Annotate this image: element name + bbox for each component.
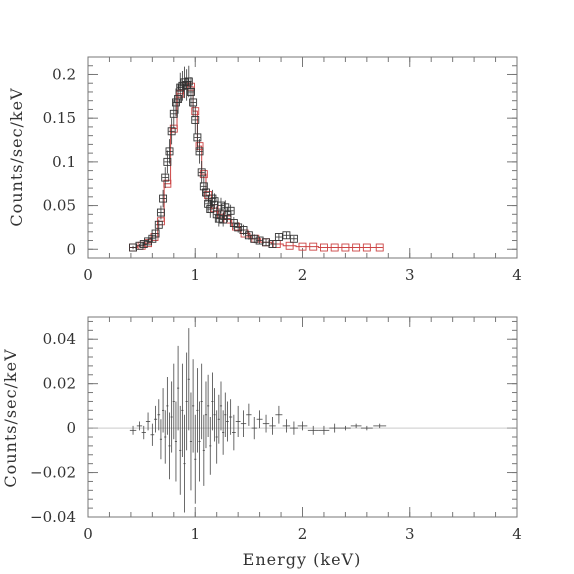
data-point	[165, 147, 174, 156]
data-point	[268, 240, 277, 248]
top-y-tick-label: 0	[66, 240, 76, 258]
data-point	[161, 173, 170, 182]
spectrum-panel: 0 1 2 3 4 0 0.05 0.1 0.15 0.2	[43, 56, 522, 284]
model-marker	[341, 243, 350, 252]
top-plot-frame	[87, 56, 518, 259]
data-point	[189, 98, 198, 107]
model-marker	[375, 243, 384, 252]
data-point	[129, 243, 137, 252]
data-point	[159, 194, 168, 203]
data-point	[184, 77, 193, 86]
data-point	[204, 199, 213, 208]
top-y-tick-label: 0.1	[52, 153, 76, 171]
model-marker	[309, 242, 318, 251]
data-point	[156, 208, 165, 217]
data-point	[135, 241, 144, 250]
model-marker	[163, 179, 172, 188]
data-point	[250, 234, 259, 243]
data-point	[187, 88, 195, 96]
bottom-y-tick-label: −0.02	[30, 464, 76, 482]
data-point	[197, 168, 206, 177]
model-marker	[352, 243, 361, 252]
data-point	[212, 210, 221, 219]
bottom-y-tick-label: 0	[66, 419, 76, 437]
data-point	[169, 109, 178, 118]
top-x-tick-label: 0	[83, 266, 93, 284]
model-marker	[320, 243, 328, 252]
bottom-y-tick-label: −0.04	[30, 508, 76, 526]
top-y-tick-label: 0.05	[43, 197, 76, 215]
x-axis-title: Energy (keV)	[243, 550, 362, 569]
bottom-plot-frame	[87, 316, 518, 518]
bottom-ylabel: Counts/sec/keV	[1, 348, 20, 487]
model-marker	[285, 241, 294, 250]
data-point	[154, 220, 163, 229]
data-point	[234, 223, 243, 232]
data-point	[289, 234, 298, 243]
bottom-x-tick-label: 3	[405, 525, 415, 543]
data-point	[226, 206, 235, 215]
bottom-y-tick-label: 0.04	[43, 330, 76, 348]
data-point	[262, 238, 270, 247]
data-point	[214, 214, 223, 223]
data-point	[255, 236, 264, 245]
bottom-x-tick-label: 1	[190, 525, 200, 543]
bottom-x-tick-label: 0	[83, 525, 93, 543]
bottom-y-tick-label: 0.02	[43, 375, 76, 393]
top-ylabel: Counts/sec/keV	[7, 87, 26, 226]
data-point	[208, 194, 217, 203]
model-marker	[362, 243, 371, 252]
data-point	[174, 94, 183, 103]
data-point	[239, 226, 248, 234]
data-point	[217, 201, 225, 210]
data-point	[219, 215, 228, 224]
bottom-x-tick-label: 2	[298, 525, 308, 543]
model-curve	[129, 84, 383, 249]
data-point	[193, 133, 202, 142]
data-point	[282, 231, 291, 240]
data-point	[202, 188, 210, 197]
data-point	[167, 127, 176, 136]
model-marker	[330, 243, 339, 252]
data-point	[139, 240, 148, 248]
data-point	[144, 237, 153, 246]
bottom-x-tick-label: 4	[512, 525, 522, 543]
data-point	[195, 147, 204, 156]
data-point	[191, 115, 200, 124]
top-x-tick-label: 1	[190, 266, 200, 284]
data-point	[274, 233, 283, 241]
data-point	[176, 83, 185, 92]
data-point	[151, 229, 160, 238]
data-point	[206, 205, 215, 214]
data-point	[180, 78, 189, 87]
top-x-tick-label: 2	[298, 266, 308, 284]
data-point	[229, 219, 238, 227]
data-point	[210, 197, 219, 206]
top-y-tick-label: 0.2	[52, 65, 76, 83]
top-y-tick-label: 0.15	[43, 109, 76, 127]
model-marker	[298, 242, 307, 251]
top-x-tick-label: 3	[405, 266, 415, 284]
top-x-tick-label: 4	[512, 266, 522, 284]
data-point	[199, 182, 208, 191]
data-point	[163, 157, 172, 166]
residuals-panel: 0 1 2 3 4 −0.04 −0.02 0 0.02 0.04	[30, 316, 522, 543]
